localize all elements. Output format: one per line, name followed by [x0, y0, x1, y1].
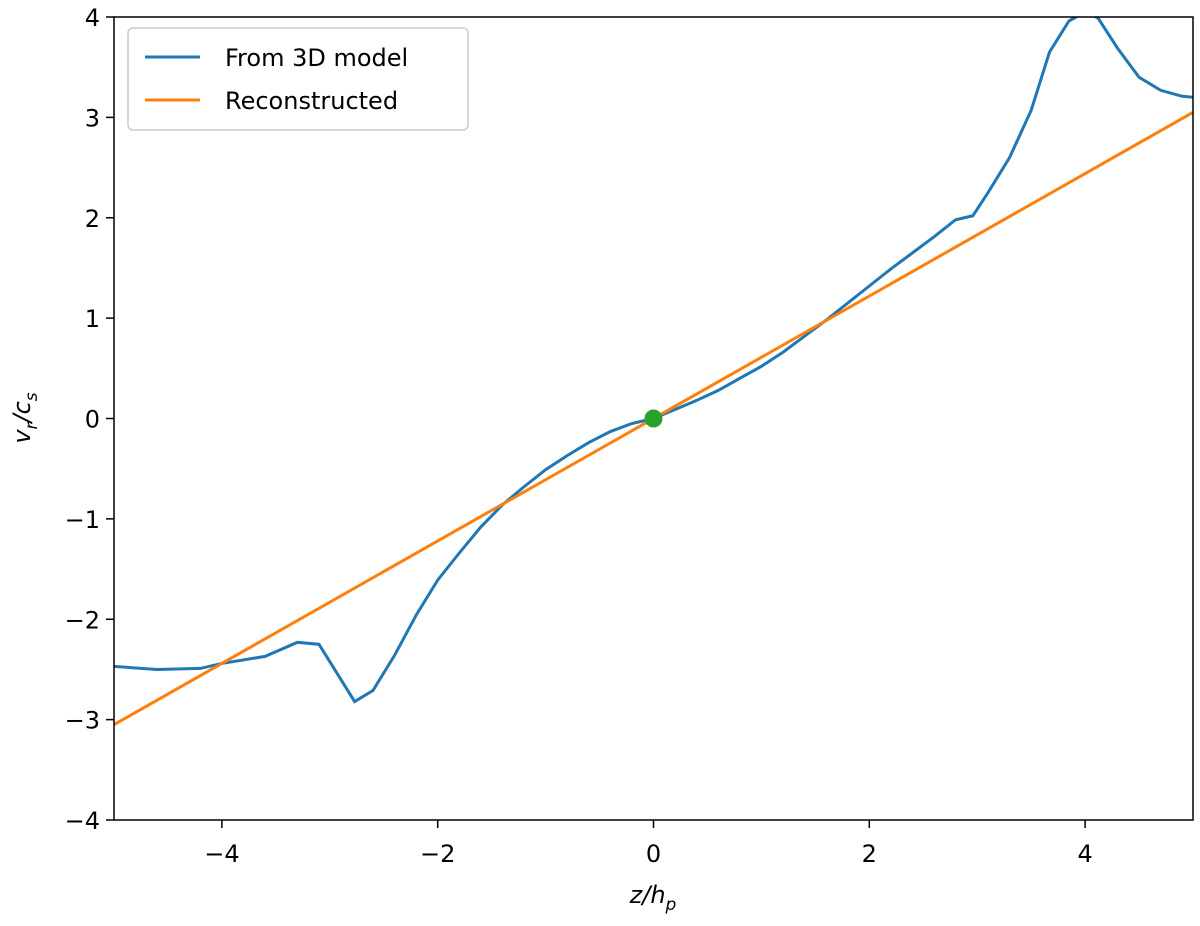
plot-area [114, 17, 1193, 726]
x-label-sub: p [665, 895, 677, 915]
legend-box [127, 27, 469, 131]
y-tick-label: −4 [65, 807, 100, 835]
y-tick-label: −2 [65, 606, 100, 634]
y-tick-label: 1 [85, 305, 100, 333]
x-tick-label: 4 [1077, 840, 1092, 868]
y-axis-label: vr/cs [8, 392, 42, 443]
x-label-main: z/h [629, 881, 666, 909]
y-label-sub2: s [22, 392, 42, 401]
plot-frame [113, 16, 1194, 821]
x-tick-label: 0 [646, 840, 661, 868]
y-label-sub: r [22, 421, 42, 429]
y-tick-label: −3 [65, 707, 100, 735]
y-tick-label: 3 [85, 104, 100, 132]
x-tick-label: −4 [204, 840, 239, 868]
x-tick-label: 2 [862, 840, 877, 868]
series-line [114, 17, 1193, 704]
y-tick-label: −1 [65, 506, 100, 534]
x-tick-label: −2 [420, 840, 455, 868]
legend-label: Reconstructed [225, 87, 398, 115]
y-label-main: v [8, 429, 36, 444]
y-tick-label: 0 [85, 406, 100, 434]
point-marker [644, 409, 663, 428]
y-label-main2: /c [8, 401, 36, 424]
x-axis-label: z/hp [629, 881, 677, 915]
y-tick-label: 2 [85, 205, 100, 233]
y-tick-label: 4 [85, 4, 100, 32]
legend-label: From 3D model [225, 44, 408, 72]
